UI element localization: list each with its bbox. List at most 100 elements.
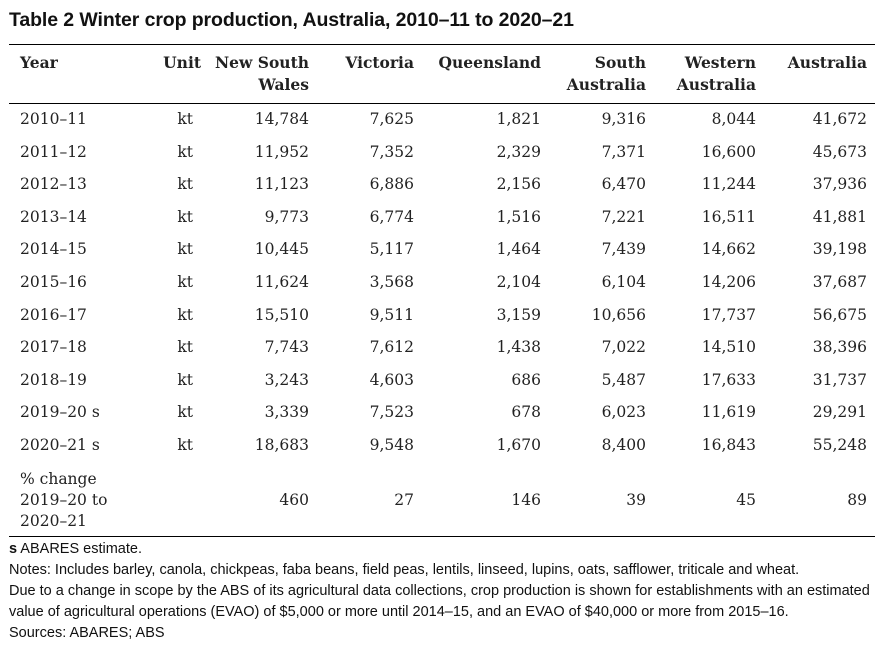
cell-qld: 1,516 [496, 207, 541, 226]
row-unit: kt [177, 305, 193, 324]
change-cell-vic: 27 [394, 490, 414, 509]
cell-aus: 38,396 [812, 338, 867, 357]
cell-wa: 14,510 [701, 338, 756, 357]
row-year: 2017–18 [20, 338, 87, 357]
cell-qld: 2,104 [496, 272, 541, 291]
estimate-marker: s [9, 541, 18, 557]
table-row: 2019–20 s kt 3,339 7,523 678 6,023 11,619 29,29… [9, 396, 875, 429]
change-label-line: 2019–20 to [20, 490, 108, 509]
cell-vic: 9,548 [369, 435, 414, 454]
table-row: 2014–15 kt 10,445 5,117 1,464 7,439 14,662 39,1… [9, 233, 875, 266]
change-row: % change 2019–20 to 2020–21 460 27 146 39 45 89 [9, 462, 875, 534]
cell-nsw: 11,952 [254, 142, 309, 161]
header-rule [9, 103, 875, 104]
cell-sa: 7,022 [601, 338, 646, 357]
cell-qld: 2,329 [496, 142, 541, 161]
row-year: 2019–20 s [20, 403, 100, 422]
change-cell-wa: 45 [736, 490, 756, 509]
row-unit: kt [177, 175, 193, 194]
header-aus: Australia [787, 53, 867, 72]
cell-wa: 17,633 [701, 370, 756, 389]
cell-aus: 37,687 [812, 272, 867, 291]
row-year: 2011–12 [20, 142, 87, 161]
cell-wa: 14,662 [701, 240, 756, 259]
row-year: 2016–17 [20, 305, 87, 324]
cell-aus: 55,248 [812, 435, 867, 454]
row-unit: kt [177, 110, 193, 128]
table-row: 2010–11 kt 14,784 7,625 1,821 9,316 8,044 41,67… [9, 103, 875, 136]
cell-wa: 8,044 [711, 110, 756, 128]
evao-note: Due to a change in scope by the ABS of i… [9, 583, 870, 620]
cell-aus: 45,673 [812, 142, 867, 161]
cell-nsw: 3,339 [264, 403, 309, 422]
cell-nsw: 11,624 [254, 272, 309, 291]
row-year: 2015–16 [20, 272, 87, 291]
table-body: 2010–11 kt 14,784 7,625 1,821 9,316 8,044 41,67… [9, 103, 875, 534]
cell-aus: 41,672 [812, 110, 867, 128]
cell-sa: 8,400 [601, 435, 646, 454]
change-label: % change 2019–20 to 2020–21 [9, 462, 159, 534]
table-row: 2017–18 kt 7,743 7,612 1,438 7,022 14,510 38,39… [9, 331, 875, 364]
cell-sa: 7,439 [601, 240, 646, 259]
table-row: 2011–12 kt 11,952 7,352 2,329 7,371 16,600 45,6… [9, 136, 875, 169]
cell-nsw: 18,683 [254, 435, 309, 454]
row-unit: kt [177, 435, 193, 454]
row-unit: kt [177, 272, 193, 291]
cell-vic: 4,603 [369, 370, 414, 389]
change-cell-qld: 146 [511, 490, 541, 509]
change-label-line: 2020–21 [20, 511, 87, 530]
cell-qld: 1,438 [496, 338, 541, 357]
cell-nsw: 14,784 [254, 110, 309, 128]
row-unit: kt [177, 338, 193, 357]
cell-qld: 1,464 [496, 240, 541, 259]
header-sa-text: South Australia [566, 53, 646, 94]
cell-nsw: 3,243 [264, 370, 309, 389]
cell-aus: 37,936 [812, 175, 867, 194]
cell-sa: 7,221 [601, 207, 646, 226]
cell-qld: 2,156 [496, 175, 541, 194]
header-wa: Western Australia [654, 44, 764, 103]
cell-aus: 56,675 [812, 305, 867, 324]
cell-wa: 14,206 [701, 272, 756, 291]
cell-nsw: 10,445 [254, 240, 309, 259]
row-year: 2014–15 [20, 240, 87, 259]
row-year: 2012–13 [20, 175, 87, 194]
cell-sa: 5,487 [601, 370, 646, 389]
cell-vic: 6,774 [369, 207, 414, 226]
row-unit: kt [177, 403, 193, 422]
cell-wa: 11,619 [701, 403, 756, 422]
row-year: 2013–14 [20, 207, 87, 226]
change-unit-empty [159, 462, 205, 534]
row-year: 2018–19 [20, 370, 87, 389]
cell-vic: 9,511 [369, 305, 414, 324]
cell-qld: 678 [511, 403, 541, 422]
table-row: 2012–13 kt 11,123 6,886 2,156 6,470 11,244 37,9… [9, 168, 875, 201]
cell-aus: 39,198 [812, 240, 867, 259]
top-rule [9, 44, 875, 45]
change-label-line: % change [20, 469, 97, 488]
scope-note: Notes: Includes barley, canola, chickpea… [9, 562, 800, 578]
cell-wa: 16,511 [701, 207, 756, 226]
cell-vic: 7,625 [369, 110, 414, 128]
cell-wa: 17,737 [701, 305, 756, 324]
cell-qld: 1,670 [496, 435, 541, 454]
table-row: 2016–17 kt 15,510 9,511 3,159 10,656 17,737 56,… [9, 299, 875, 332]
header-wa-text: Western Australia [676, 53, 756, 94]
cell-nsw: 7,743 [264, 338, 309, 357]
winter-crop-table: Year Unit New South Wales Victoria Queen… [9, 44, 875, 534]
cell-sa: 6,023 [601, 403, 646, 422]
table-row: 2013–14 kt 9,773 6,774 1,516 7,221 16,511 41,88… [9, 201, 875, 234]
row-year: 2020–21 s [20, 435, 100, 454]
cell-aus: 29,291 [812, 403, 867, 422]
cell-wa: 16,843 [701, 435, 756, 454]
cell-nsw: 9,773 [264, 207, 309, 226]
data-table-container: Year Unit New South Wales Victoria Queen… [9, 44, 875, 534]
header-nsw-text: New South Wales [215, 53, 309, 94]
change-cell-aus: 89 [847, 490, 867, 509]
table-notes: s ABARES estimate. Notes: Includes barle… [9, 539, 879, 644]
cell-wa: 16,600 [701, 142, 756, 161]
cell-vic: 7,352 [369, 142, 414, 161]
cell-vic: 7,523 [369, 403, 414, 422]
row-unit: kt [177, 240, 193, 259]
cell-nsw: 15,510 [254, 305, 309, 324]
